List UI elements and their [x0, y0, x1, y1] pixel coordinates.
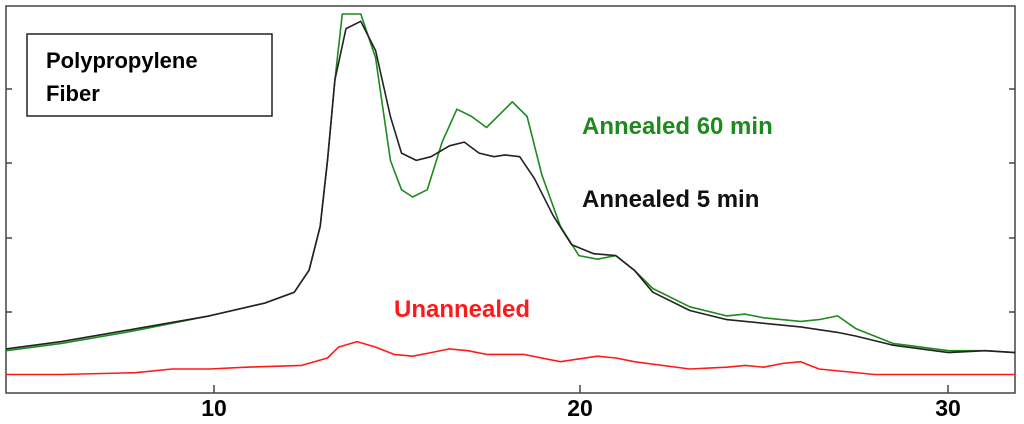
- title-box-line1: Polypropylene: [46, 48, 198, 73]
- series-line-annealed-5-min: [5, 20, 1016, 354]
- title-box: [26, 33, 273, 117]
- label-annealed-5: Annealed 5 min: [582, 186, 759, 213]
- x-tick-label-20: 20: [567, 395, 593, 421]
- x-tick-label-10: 10: [201, 395, 227, 421]
- label-annealed-60: Annealed 60 min: [582, 113, 773, 140]
- label-unannealed: Unannealed: [394, 296, 530, 323]
- x-tick-label-30: 30: [935, 395, 961, 421]
- title-box-line2: Fiber: [46, 81, 100, 106]
- series-line-unannealed: [6, 340, 1015, 376]
- series-layer: [5, 13, 1016, 376]
- plot-frame: [5, 5, 1016, 394]
